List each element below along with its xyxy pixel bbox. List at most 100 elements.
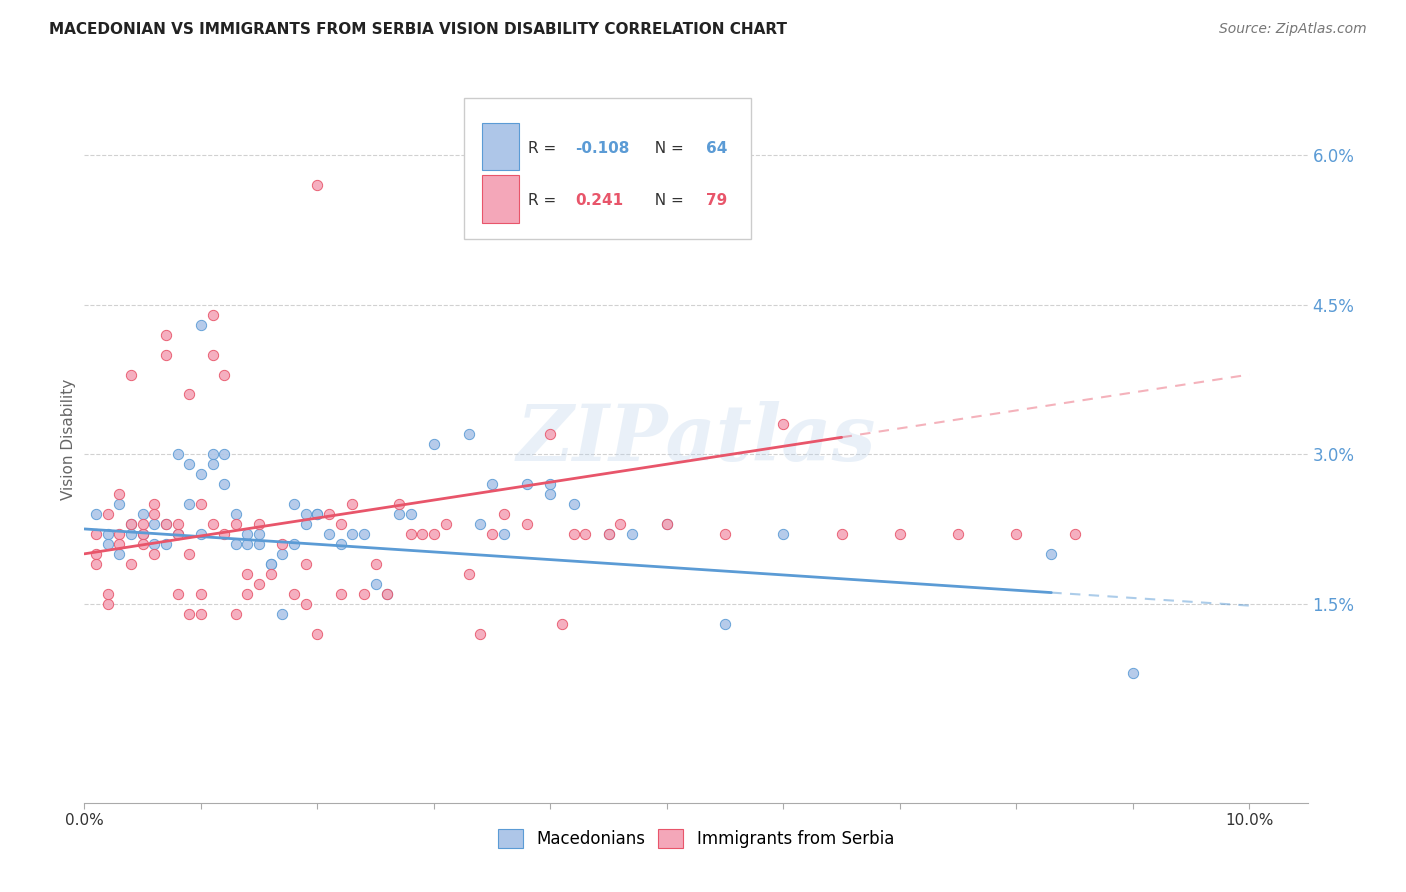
- Point: [283, 497, 305, 511]
- Point: [155, 348, 177, 362]
- Point: [143, 547, 166, 561]
- Point: [166, 527, 188, 541]
- Point: [260, 557, 283, 571]
- Point: [247, 527, 270, 541]
- Point: [131, 507, 153, 521]
- Point: [131, 537, 153, 551]
- Point: [457, 427, 479, 442]
- Point: [97, 537, 120, 551]
- Point: [190, 527, 212, 541]
- Point: [179, 547, 201, 561]
- Point: [84, 507, 107, 521]
- Point: [247, 537, 270, 551]
- Point: [411, 527, 433, 541]
- Point: [212, 477, 235, 491]
- Point: [179, 387, 201, 401]
- Point: [166, 527, 188, 541]
- Point: [201, 447, 224, 461]
- Point: [481, 527, 503, 541]
- Point: [155, 516, 177, 531]
- Point: [155, 537, 177, 551]
- Point: [190, 318, 212, 332]
- Point: [166, 447, 188, 461]
- Point: [120, 557, 142, 571]
- Point: [375, 587, 398, 601]
- Point: [1063, 527, 1085, 541]
- FancyBboxPatch shape: [482, 123, 519, 170]
- Point: [307, 507, 329, 521]
- Text: Source: ZipAtlas.com: Source: ZipAtlas.com: [1219, 22, 1367, 37]
- Point: [120, 368, 142, 382]
- Point: [179, 457, 201, 471]
- Point: [598, 527, 620, 541]
- Point: [364, 557, 387, 571]
- Point: [399, 507, 422, 521]
- Point: [388, 507, 411, 521]
- Point: [329, 537, 352, 551]
- Point: [179, 607, 201, 621]
- Point: [399, 527, 422, 541]
- Point: [247, 516, 270, 531]
- Point: [236, 587, 259, 601]
- Point: [260, 557, 283, 571]
- Point: [772, 417, 794, 432]
- Point: [294, 597, 316, 611]
- Point: [283, 587, 305, 601]
- Point: [247, 576, 270, 591]
- Point: [562, 497, 585, 511]
- Point: [598, 527, 620, 541]
- Point: [271, 607, 294, 621]
- Point: [831, 527, 853, 541]
- Point: [538, 477, 561, 491]
- Point: [201, 457, 224, 471]
- Point: [470, 626, 492, 640]
- Point: [434, 516, 457, 531]
- Point: [212, 447, 235, 461]
- Legend: Macedonians, Immigrants from Serbia: Macedonians, Immigrants from Serbia: [489, 821, 903, 856]
- Point: [190, 587, 212, 601]
- Point: [190, 497, 212, 511]
- Point: [318, 507, 340, 521]
- Point: [201, 516, 224, 531]
- Text: 79: 79: [706, 194, 727, 209]
- Point: [97, 527, 120, 541]
- Point: [212, 368, 235, 382]
- Point: [201, 348, 224, 362]
- Text: MACEDONIAN VS IMMIGRANTS FROM SERBIA VISION DISABILITY CORRELATION CHART: MACEDONIAN VS IMMIGRANTS FROM SERBIA VIS…: [49, 22, 787, 37]
- Point: [225, 516, 247, 531]
- Point: [143, 497, 166, 511]
- Point: [353, 587, 375, 601]
- Point: [307, 178, 329, 193]
- Point: [190, 467, 212, 482]
- Point: [329, 516, 352, 531]
- Point: [294, 557, 316, 571]
- Point: [108, 527, 131, 541]
- Point: [131, 516, 153, 531]
- Point: [166, 516, 188, 531]
- Point: [212, 527, 235, 541]
- Point: [714, 527, 737, 541]
- Text: N =: N =: [644, 194, 688, 209]
- Point: [155, 516, 177, 531]
- Point: [84, 557, 107, 571]
- Point: [609, 516, 631, 531]
- Point: [772, 527, 794, 541]
- Text: N =: N =: [644, 141, 688, 156]
- Point: [294, 516, 316, 531]
- Point: [271, 547, 294, 561]
- Point: [120, 516, 142, 531]
- Point: [375, 587, 398, 601]
- Point: [225, 507, 247, 521]
- Point: [97, 587, 120, 601]
- Point: [108, 487, 131, 501]
- Point: [655, 516, 678, 531]
- Point: [108, 537, 131, 551]
- Point: [1122, 666, 1144, 681]
- Point: [120, 527, 142, 541]
- Point: [155, 327, 177, 342]
- Text: ZIPatlas: ZIPatlas: [516, 401, 876, 477]
- Point: [481, 477, 503, 491]
- Point: [492, 527, 515, 541]
- Point: [655, 516, 678, 531]
- Point: [201, 308, 224, 322]
